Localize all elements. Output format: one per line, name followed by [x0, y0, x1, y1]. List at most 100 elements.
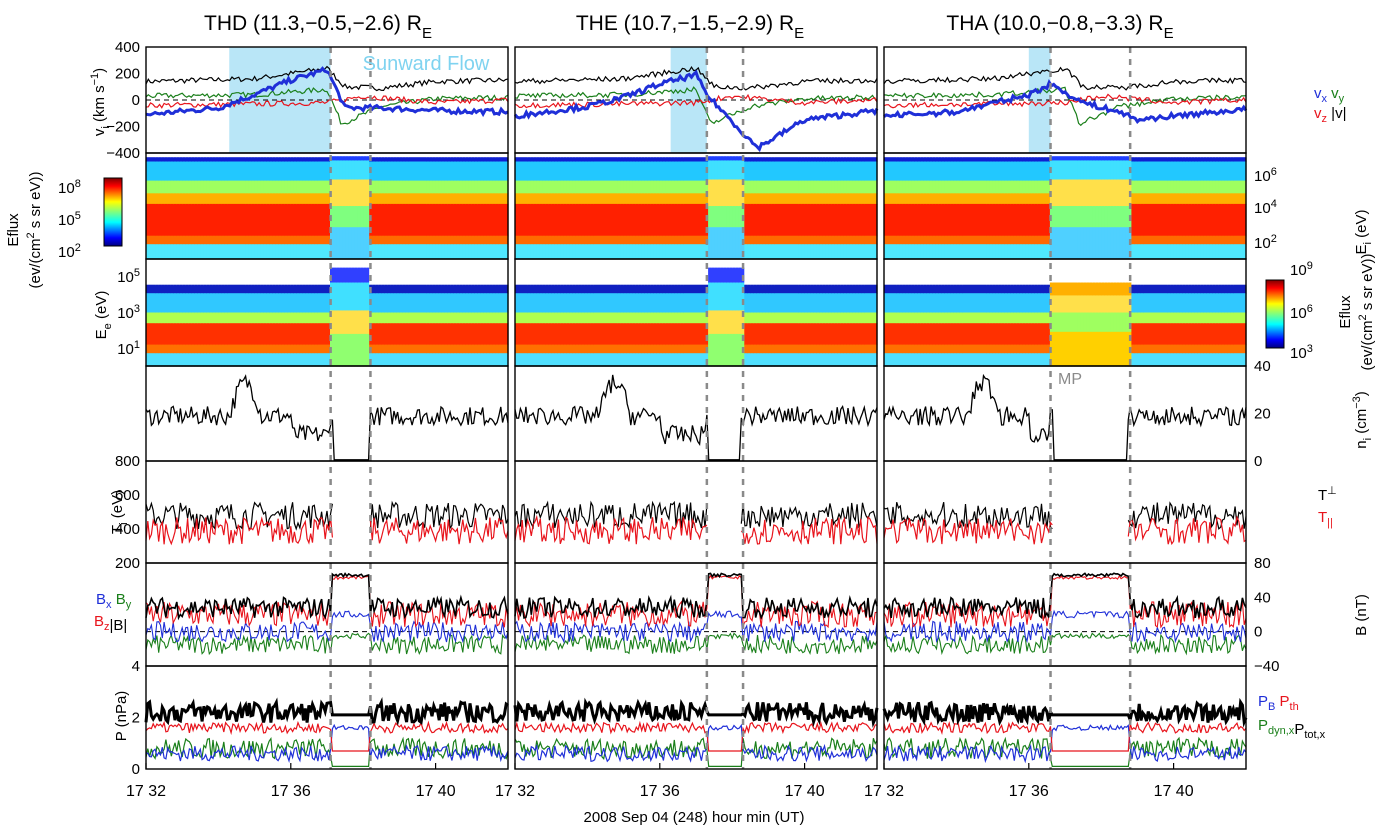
column-thd: 17 32 17 36 17 40: [126, 46, 509, 800]
left-tick-label: 400: [115, 521, 140, 538]
ion-energy-tick: 102: [1254, 233, 1277, 252]
t-legend: T⊥ T||: [1318, 485, 1337, 529]
left-tick-label: 400: [115, 39, 140, 56]
ion-spectrogram: [146, 153, 509, 260]
ion-spectrogram: [515, 153, 878, 260]
v-ylabel: vi (km s−1): [89, 68, 112, 136]
x-tick-label: 17 40: [785, 783, 825, 800]
panel-frame: [145, 665, 509, 770]
left-tick-label: 0: [132, 761, 140, 778]
elec-colorbar: 109 106 103: [1265, 260, 1313, 362]
right-axis-labels: Ei (eV) Eflux (ev/(cm2 s sr eV)) ni (cm−…: [1337, 210, 1376, 636]
x-axis-label: 2008 Sep 04 (248) hour min (UT): [584, 809, 805, 826]
left-tick-label: 800: [115, 453, 140, 470]
left-tick-label: 600: [115, 487, 140, 504]
ptot-line: [882, 697, 1248, 728]
column-the: 17 32 17 36 17 40: [495, 46, 879, 800]
column-tha: 17 32 17 36 17 40: [864, 46, 1248, 800]
right-tick-label: 20: [1254, 406, 1271, 423]
title-tha: THA (10.0,−0.8,−3.3) RE: [946, 12, 1173, 42]
density-line: [883, 373, 1247, 461]
right-tick-label: 0: [1254, 624, 1262, 641]
vx-line: [145, 66, 509, 118]
vz-line: [883, 93, 1247, 109]
bz-line: [145, 575, 509, 628]
panel-frame: [883, 665, 1247, 770]
p-ylabel: P (nPa): [113, 691, 130, 742]
x-tick-label: 17 32: [126, 783, 166, 800]
t-ylabel: Ti (eV): [109, 490, 130, 534]
density-line: [145, 374, 509, 461]
panel-frame: [514, 665, 878, 770]
right-tick-label: 40: [1254, 589, 1271, 606]
bx-line: [145, 610, 509, 644]
bx-line: [883, 609, 1247, 644]
sunward-flow-label: Sunward Flow: [363, 53, 490, 75]
right-tick-label: 0: [1254, 453, 1262, 470]
vy-line: [145, 87, 509, 125]
pb-line: [514, 723, 878, 763]
n-ylabel: ni (cm−3): [1351, 391, 1374, 449]
right-tick-label: 40: [1254, 358, 1271, 375]
panel-frame: [145, 365, 509, 462]
left-tick-label: 0: [132, 92, 140, 109]
by-line: [883, 632, 1247, 656]
right-tick-label: 80: [1254, 555, 1271, 572]
bmag-line: [514, 572, 878, 620]
pth-line: [514, 720, 878, 752]
left-tick-label: 200: [115, 555, 140, 572]
ion-cbar-title: Eflux: [5, 213, 22, 247]
tpar-line: [883, 515, 1247, 546]
pb-line: [883, 723, 1247, 764]
left-tick-label: 200: [115, 66, 140, 83]
b-legend: Bx By Bz|B|: [94, 591, 132, 634]
elec-energy-tick: 105: [117, 267, 140, 286]
p-legend: PB Pth Pdyn,xPtot,x: [1258, 693, 1326, 741]
ion-cbar-unit: (ev/(cm2 s sr eV)): [25, 172, 44, 289]
panel-grid: 17 32 17 36 17 40 17 32 17 36 17 40 17 32 17 36…: [106, 39, 1279, 800]
electron-spectrogram: [884, 259, 1247, 367]
ion-spectrogram: [884, 153, 1247, 260]
x-tick-label: 17 40: [416, 783, 456, 800]
x-tick-label: 17 36: [1009, 783, 1049, 800]
by-line: [145, 632, 509, 656]
elec-cbar-unit: (ev/(cm2 s sr eV)): [1357, 254, 1376, 371]
left-tick-label: −400: [106, 145, 140, 162]
left-tick-label: −200: [106, 119, 140, 136]
x-tick-label: 17 32: [495, 783, 535, 800]
bmag-line: [883, 572, 1247, 620]
ion-colorbar: 108 105 102: [58, 177, 123, 261]
bx-line: [514, 610, 878, 644]
tperp-line: [883, 501, 1247, 530]
x-tick-label: 17 40: [1154, 783, 1194, 800]
pth-line: [883, 721, 1247, 752]
elec-ylabel: Ee (eV): [93, 291, 114, 340]
left-tick-label: 2: [132, 710, 140, 727]
mp-label: MP: [1058, 371, 1082, 388]
title-the: THE (10.7,−1.5,−2.9) RE: [576, 12, 804, 42]
electron-spectrogram: [146, 259, 509, 367]
elec-energy-tick: 103: [117, 303, 140, 322]
v-mag-line: [145, 65, 509, 92]
panel-frame: [514, 365, 878, 462]
v-legend: vx vy vz |v|: [1314, 85, 1346, 125]
tpar-line: [514, 514, 878, 546]
left-tick-label: 4: [132, 658, 140, 675]
bmag-line: [145, 572, 509, 621]
elec-energy-tick: 101: [117, 339, 140, 358]
tpar-line: [145, 516, 509, 546]
ion-energy-tick: 106: [1254, 166, 1277, 185]
pth-line: [145, 720, 509, 752]
pb-line: [145, 723, 509, 764]
left-axis-labels: vi (km s−1) Eflux (ev/(cm2 s sr eV)) Ee …: [5, 68, 130, 741]
ptot-line: [144, 696, 509, 726]
title-thd: THD (11.3,−0.5,−2.6) RE: [204, 12, 432, 42]
density-line: [514, 374, 878, 461]
bz-line: [883, 574, 1247, 629]
ion-energy-tick: 104: [1254, 198, 1277, 217]
tperp-line: [514, 500, 878, 530]
right-tick-label: −40: [1254, 658, 1279, 675]
ion-ylabel: Ei (eV): [1353, 210, 1374, 255]
b-ylabel: B (nT): [1353, 594, 1370, 636]
